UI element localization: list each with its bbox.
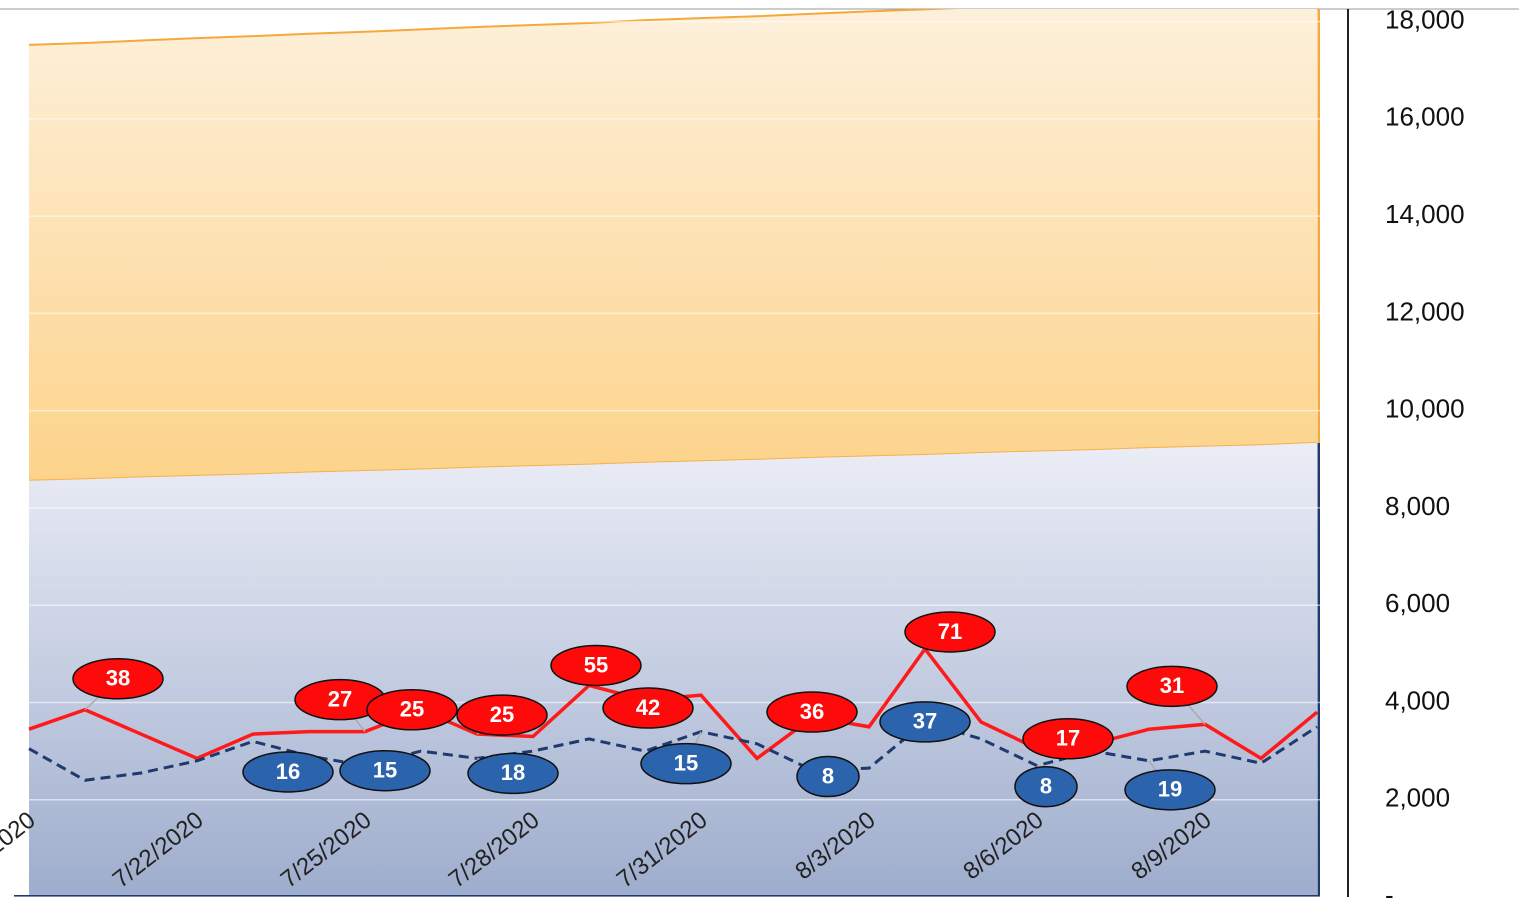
y-tick-label: 10,000 — [1385, 394, 1465, 424]
data-label: 8 — [822, 763, 834, 788]
data-label-bubble — [366, 689, 458, 731]
data-label-bubble — [1126, 665, 1218, 708]
y-tick-label: 8,000 — [1385, 491, 1450, 521]
data-label: 71 — [938, 619, 962, 644]
area — [29, 9, 1317, 480]
data-label-bubble — [796, 755, 860, 798]
data-label: 25 — [490, 702, 514, 727]
data-label-bubble — [904, 611, 996, 653]
data-label-bubble — [72, 658, 164, 700]
data-label-bubble — [550, 644, 642, 687]
y-tick-label: 14,000 — [1385, 199, 1465, 229]
data-label: 8 — [1040, 774, 1052, 799]
data-label: 42 — [636, 695, 660, 720]
data-label: 38 — [106, 666, 130, 691]
data-label: 31 — [1160, 673, 1184, 698]
data-label-bubble — [640, 742, 732, 785]
y-tick-label: 18,000 — [1385, 4, 1465, 34]
y-tick-label: 12,000 — [1385, 296, 1465, 326]
data-label-bubble — [456, 694, 548, 736]
line-series — [28, 720, 1318, 782]
y-axis: - 2,000 4,000 6,000 8,000 10,000 12,000 14,000 1… — [1385, 4, 1465, 902]
y-tick-label: 16,000 — [1385, 102, 1465, 132]
y-tick-label: 2,000 — [1385, 783, 1450, 813]
data-label-bubble — [1022, 718, 1114, 760]
data-label: 18 — [501, 760, 525, 785]
data-label: 25 — [400, 697, 424, 722]
plot-area: 38 27 25 25 55 42 36 71 17 31 16 15 18 15 8 37 8 19 — [14, 9, 1320, 897]
data-label: 37 — [913, 709, 937, 734]
data-label-bubble — [339, 749, 431, 792]
data-label: 36 — [800, 699, 824, 724]
data-label: 55 — [584, 652, 608, 677]
data-label-bubble — [242, 751, 334, 793]
data-label: 15 — [373, 758, 397, 783]
data-label: 17 — [1056, 726, 1080, 751]
data-label: 27 — [328, 686, 352, 711]
y-tick-label: - — [1385, 880, 1394, 902]
data-label-bubble — [879, 701, 971, 743]
data-label-bubble — [1014, 765, 1078, 808]
data-label-bubble — [467, 752, 559, 795]
data-label-bubble — [1124, 769, 1216, 811]
data-label: 19 — [1158, 777, 1182, 802]
data-label: 16 — [276, 759, 300, 784]
data-label: 15 — [674, 750, 698, 775]
area-edge — [28, 9, 958, 46]
y-tick-label: 6,000 — [1385, 588, 1450, 618]
data-label-bubble — [766, 691, 858, 733]
data-label-bubble — [602, 687, 694, 729]
y-tick-label: 4,000 — [1385, 685, 1450, 715]
